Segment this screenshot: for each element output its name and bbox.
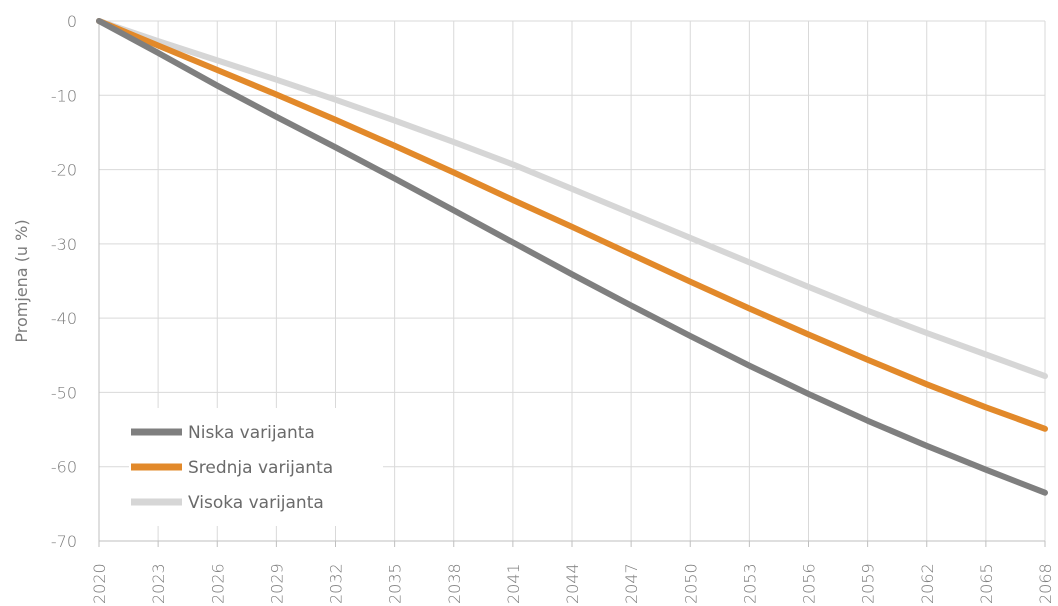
x-tick-label: 2029 xyxy=(267,563,286,604)
x-tick-label: 2059 xyxy=(859,563,878,604)
x-tick-label: 2044 xyxy=(563,563,582,604)
y-tick-label: -70 xyxy=(51,532,77,551)
x-tick-label: 2023 xyxy=(149,563,168,604)
x-tick-label: 2026 xyxy=(208,563,227,604)
y-tick-label: -50 xyxy=(51,383,77,402)
y-tick-label: -60 xyxy=(51,458,77,477)
legend-label: Niska varijanta xyxy=(188,423,315,443)
y-tick-label: -10 xyxy=(51,86,77,105)
x-tick-label: 2035 xyxy=(386,563,405,604)
y-tick-label: -30 xyxy=(51,235,77,254)
x-tick-label: 2032 xyxy=(327,563,346,604)
legend-label: Visoka varijanta xyxy=(188,493,324,513)
y-axis: 0 -10 -20 -30 -40 -50 -60 -70 xyxy=(51,12,77,551)
x-tick-label: 2068 xyxy=(1036,563,1055,604)
legend-label: Srednja varijanta xyxy=(188,458,333,478)
x-tick-label: 2020 xyxy=(90,563,109,604)
legend: Niska varijanta Srednja varijanta Visoka v… xyxy=(129,408,383,526)
x-tick-label: 2065 xyxy=(977,563,996,604)
y-tick-label: -40 xyxy=(51,309,77,328)
x-tick-label: 2047 xyxy=(622,563,641,604)
series-line-srednja-varijanta xyxy=(96,18,1048,432)
x-tick-label: 2056 xyxy=(800,563,819,604)
series-lines xyxy=(96,18,1048,496)
series-line-visoka-varijanta xyxy=(96,18,1048,380)
series-line-niska-varijanta xyxy=(96,18,1048,496)
x-tick-label: 2038 xyxy=(445,563,464,604)
y-tick-label: -20 xyxy=(51,161,77,180)
y-tick-label: 0 xyxy=(67,12,77,31)
x-tick-label: 2062 xyxy=(918,563,937,604)
x-tick-label: 2050 xyxy=(681,563,700,604)
x-axis: 2020 2023 2026 2029 2032 2035 2038 2041 2044 2047… xyxy=(90,563,1055,604)
x-tick-label: 2041 xyxy=(504,563,523,604)
y-axis-title: Promjena (u %) xyxy=(12,219,31,342)
x-tick-label: 2053 xyxy=(740,563,759,604)
grid xyxy=(98,20,1046,547)
